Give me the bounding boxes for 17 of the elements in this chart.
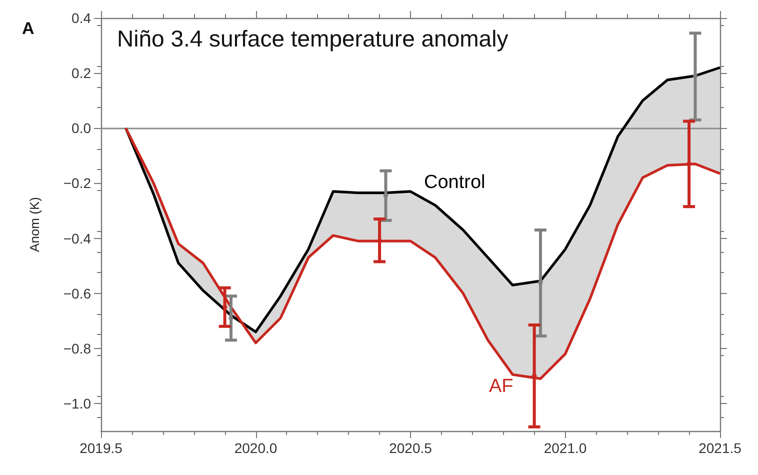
text: A xyxy=(22,19,34,38)
x-tick-label: 2020.0 xyxy=(234,440,278,456)
y-tick-label: 0.0 xyxy=(72,120,92,136)
y-tick-label: −0.4 xyxy=(63,230,92,246)
chart-title: Niño 3.4 surface temperature anomaly xyxy=(117,26,509,52)
y-axis-title: Anom (K) xyxy=(27,197,42,252)
series-label: AF xyxy=(489,376,514,397)
y-tick-label: −0.2 xyxy=(63,175,92,192)
y-tick-label: −1.0 xyxy=(63,395,92,412)
x-tick-label: 2019.5 xyxy=(80,440,123,456)
y-tick-label: −0.8 xyxy=(63,340,92,356)
x-tick-label: 2021.0 xyxy=(544,440,587,456)
x-tick-label: 2021.5 xyxy=(698,440,742,456)
y-tick-label: −0.6 xyxy=(63,285,92,302)
x-tick-label: 2020.5 xyxy=(389,440,432,456)
y-tick-label: 0.2 xyxy=(72,65,92,82)
y-tick-label: 0.4 xyxy=(72,10,92,26)
